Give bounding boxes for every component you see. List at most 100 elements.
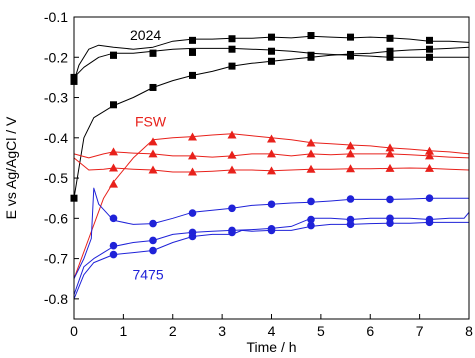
annotation-2024: 2024 [130, 27, 161, 43]
series-markers [70, 32, 434, 259]
marker-circle [109, 241, 118, 250]
marker-triangle [306, 164, 316, 173]
marker-circle [346, 220, 355, 229]
marker-circle [307, 215, 315, 224]
marker-triangle [227, 165, 237, 174]
marker-square [228, 62, 236, 70]
y-tick-label: -0.1 [44, 9, 68, 25]
marker-square [268, 33, 275, 41]
marker-circle [109, 250, 118, 259]
marker-circle [228, 204, 236, 213]
marker-triangle [227, 130, 237, 139]
marker-triangle [188, 167, 197, 176]
marker-square [228, 45, 236, 53]
marker-circle [386, 219, 394, 227]
marker-circle [149, 219, 157, 228]
marker-square [110, 101, 117, 109]
marker-triangle [267, 149, 276, 158]
y-tick-label: -0.6 [44, 210, 68, 226]
marker-square [189, 36, 196, 44]
marker-circle [109, 214, 118, 223]
marker-circle [149, 236, 157, 245]
marker-square [386, 53, 394, 61]
marker-square [307, 32, 315, 40]
marker-circle [149, 246, 157, 255]
marker-circle [307, 197, 315, 206]
x-axis-title: Time / h [246, 339, 296, 355]
annotation-7475: 7475 [132, 267, 163, 283]
marker-triangle [267, 166, 276, 175]
y-tick-label: -0.5 [44, 170, 68, 186]
series-annotations: 2024 FSW 7475 [130, 27, 167, 283]
marker-square [268, 57, 275, 65]
series-line-2024-1 [73, 47, 469, 78]
series-lines [73, 35, 470, 300]
marker-square [307, 53, 315, 61]
marker-triangle [227, 150, 237, 159]
y-tick-label: -0.8 [44, 291, 68, 307]
marker-circle [425, 218, 434, 227]
x-tick-label: 1 [119, 323, 127, 339]
x-tick-label: 3 [218, 323, 226, 339]
marker-circle [307, 221, 315, 230]
marker-square [110, 51, 117, 59]
marker-triangle [346, 149, 355, 158]
marker-square [189, 71, 196, 79]
series-line-FSW-4 [73, 151, 470, 159]
x-tick-label: 5 [317, 323, 325, 339]
marker-triangle [148, 165, 158, 174]
marker-square [149, 83, 157, 91]
marker-triangle [385, 163, 395, 172]
y-tick-label: -0.2 [44, 49, 68, 65]
marker-square [347, 33, 354, 41]
y-tick-label: -0.3 [44, 90, 68, 106]
marker-square [386, 47, 394, 55]
series-line-2024-0 [73, 35, 470, 82]
marker-triangle [385, 149, 395, 158]
x-axis-ticks: 0 1 2 3 4 5 6 7 8 [70, 314, 473, 339]
marker-circle [267, 200, 276, 209]
marker-triangle [109, 147, 118, 156]
annotation-FSW: FSW [135, 114, 167, 130]
marker-circle [188, 232, 197, 241]
marker-square [149, 49, 157, 57]
marker-circle [346, 195, 355, 203]
marker-triangle [148, 149, 158, 158]
marker-circle [425, 194, 434, 202]
marker-triangle [188, 151, 197, 160]
marker-triangle [267, 134, 276, 143]
marker-triangle [306, 149, 316, 158]
marker-triangle [425, 163, 434, 172]
y-tick-label: -0.7 [44, 251, 68, 267]
marker-circle [188, 209, 197, 217]
series-line-FSW-5 [73, 157, 470, 173]
x-tick-label: 7 [416, 323, 424, 339]
marker-triangle [385, 143, 395, 152]
marker-square [228, 35, 236, 43]
x-tick-label: 2 [169, 323, 177, 339]
x-tick-label: 6 [366, 323, 374, 339]
marker-square [426, 45, 433, 53]
marker-triangle [109, 163, 118, 172]
marker-square [268, 47, 275, 55]
y-tick-label: -0.4 [44, 130, 68, 146]
marker-triangle [346, 164, 355, 173]
marker-square [426, 36, 433, 44]
marker-circle [228, 228, 236, 237]
x-tick-label: 4 [268, 323, 276, 339]
marker-circle [386, 195, 394, 204]
y-axis-ticks: -0.8 -0.7 -0.6 -0.5 -0.4 -0.3 -0.2 -0.1 [44, 9, 79, 307]
marker-triangle [148, 137, 158, 146]
marker-triangle [306, 138, 316, 147]
marker-circle [267, 226, 276, 235]
marker-triangle [188, 132, 197, 141]
marker-square [347, 50, 354, 58]
marker-square [386, 34, 394, 42]
marker-square [426, 53, 433, 61]
marker-triangle [425, 151, 434, 160]
x-tick-label: 0 [70, 323, 78, 339]
series-line-2024-2 [73, 46, 470, 199]
series-line-FSW-3 [73, 133, 470, 279]
marker-triangle [425, 146, 434, 155]
